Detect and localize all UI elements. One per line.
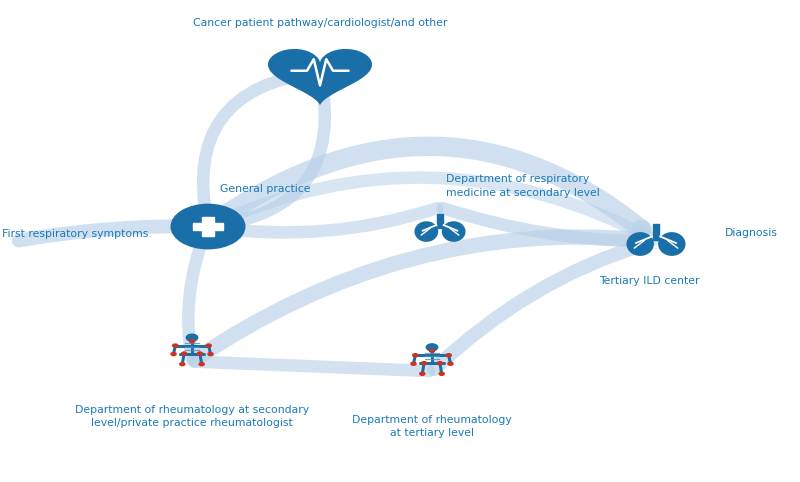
Bar bbox=[193, 223, 223, 230]
Circle shape bbox=[208, 352, 213, 356]
Bar bbox=[202, 217, 214, 236]
Bar bbox=[653, 224, 659, 240]
Circle shape bbox=[173, 344, 178, 347]
Bar bbox=[438, 214, 442, 228]
Circle shape bbox=[180, 362, 185, 366]
Ellipse shape bbox=[626, 232, 654, 256]
Circle shape bbox=[171, 204, 245, 249]
Polygon shape bbox=[268, 49, 372, 106]
Text: Diagnosis: Diagnosis bbox=[725, 228, 778, 238]
Text: Department of respiratory
medicine at secondary level: Department of respiratory medicine at se… bbox=[446, 174, 600, 198]
Circle shape bbox=[430, 349, 434, 352]
Circle shape bbox=[182, 352, 186, 355]
Circle shape bbox=[190, 339, 194, 343]
Circle shape bbox=[448, 362, 453, 365]
Circle shape bbox=[422, 362, 426, 365]
Text: Department of rheumatology at secondary
level/private practice rheumatologist: Department of rheumatology at secondary … bbox=[75, 405, 309, 428]
Circle shape bbox=[199, 362, 204, 366]
Ellipse shape bbox=[658, 232, 686, 256]
Circle shape bbox=[411, 362, 416, 365]
Circle shape bbox=[439, 372, 444, 375]
Circle shape bbox=[206, 344, 211, 347]
Circle shape bbox=[446, 354, 451, 357]
Ellipse shape bbox=[414, 221, 438, 242]
Circle shape bbox=[171, 352, 176, 356]
Text: General practice: General practice bbox=[220, 184, 310, 194]
Circle shape bbox=[413, 354, 418, 357]
Text: First respiratory symptoms: First respiratory symptoms bbox=[2, 229, 148, 239]
Ellipse shape bbox=[442, 221, 466, 242]
Text: Department of rheumatology
at tertiary level: Department of rheumatology at tertiary l… bbox=[352, 415, 512, 438]
Text: Tertiary ILD center: Tertiary ILD center bbox=[599, 276, 700, 286]
Circle shape bbox=[426, 344, 438, 351]
Circle shape bbox=[186, 334, 198, 341]
Circle shape bbox=[438, 362, 442, 365]
Circle shape bbox=[198, 352, 202, 355]
Circle shape bbox=[420, 372, 425, 375]
Text: Cancer patient pathway/cardiologist/and other: Cancer patient pathway/cardiologist/and … bbox=[193, 18, 447, 28]
